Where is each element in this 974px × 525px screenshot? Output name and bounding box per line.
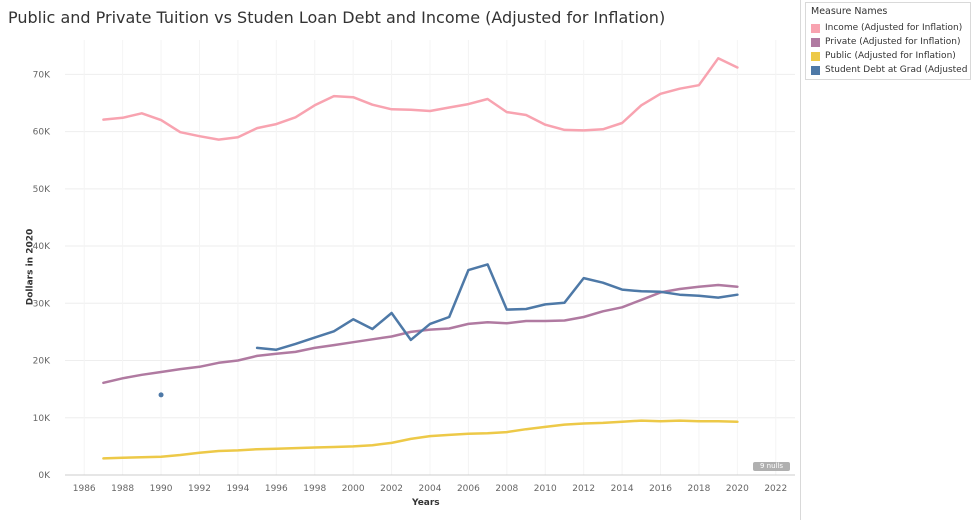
nulls-indicator[interactable]: 9 nulls [753,462,790,471]
student-debt-line [255,263,739,351]
legend-swatch-public [811,51,820,61]
x-tick-label: 1998 [303,484,326,494]
legend-item-income[interactable]: Income (Adjusted for Inflation) [806,21,970,35]
chart-title: Public and Private Tuition vs Studen Loa… [8,8,666,27]
x-tick-label: 2016 [649,484,672,494]
x-tick-label: 2000 [342,484,365,494]
legend-label-public: Public (Adjusted for Inflation) [825,51,956,61]
x-tick-label: 2012 [572,484,595,494]
x-tick-label: 2004 [419,484,442,494]
legend-label-student-debt: Student Debt at Grad (Adjusted For.. [825,65,970,75]
x-tick-label: 2022 [764,484,787,494]
x-tick-label: 2018 [687,484,710,494]
x-tick-label: 1994 [226,484,249,494]
y-axis-title: Dollars in 2020 [25,228,36,306]
public-line [102,419,739,460]
y-tick-label: 40K [33,242,51,252]
x-tick-label: 2010 [534,484,557,494]
line-chart: 0K 10K 20K 30K 40K 50K 60K 70K 1986 1988 1990 1992 1… [33,40,795,494]
legend-title: Measure Names [811,6,888,17]
x-tick-label: 2020 [726,484,749,494]
x-tick-label: 2008 [495,484,518,494]
legend-item-student-debt[interactable]: Student Debt at Grad (Adjusted For.. [806,63,970,77]
student-debt-isolated-point [158,392,164,398]
x-tick-label: 1996 [265,484,288,494]
x-tick-label: 1988 [111,484,134,494]
legend-item-public[interactable]: Public (Adjusted for Inflation) [806,49,970,63]
y-tick-label: 30K [33,299,51,309]
y-tick-label: 0K [38,471,51,481]
y-tick-label: 20K [33,357,51,367]
x-tick-label: 1986 [73,484,96,494]
chart-area: Public and Private Tuition vs Studen Loa… [8,0,801,520]
x-tick-label: 2014 [611,484,634,494]
income-line [102,57,739,141]
x-tick-label: 2002 [380,484,403,494]
y-tick-label: 70K [33,70,51,80]
x-tick-label: 1992 [188,484,211,494]
x-tick-label: 2006 [457,484,480,494]
legend[interactable]: Measure Names Income (Adjusted for Infla… [805,2,971,80]
legend-swatch-private [811,37,820,47]
x-axis-title: Years [412,498,440,508]
legend-swatch-income [811,23,820,33]
legend-item-private[interactable]: Private (Adjusted for Inflation) [806,35,970,49]
y-tick-label: 60K [33,128,51,138]
legend-swatch-student-debt [811,65,820,75]
y-tick-label: 50K [33,185,51,195]
private-line [102,283,739,385]
x-tick-label: 1990 [150,484,173,494]
legend-label-private: Private (Adjusted for Inflation) [825,37,961,47]
y-tick-label: 10K [33,414,51,424]
legend-label-income: Income (Adjusted for Inflation) [825,23,963,33]
